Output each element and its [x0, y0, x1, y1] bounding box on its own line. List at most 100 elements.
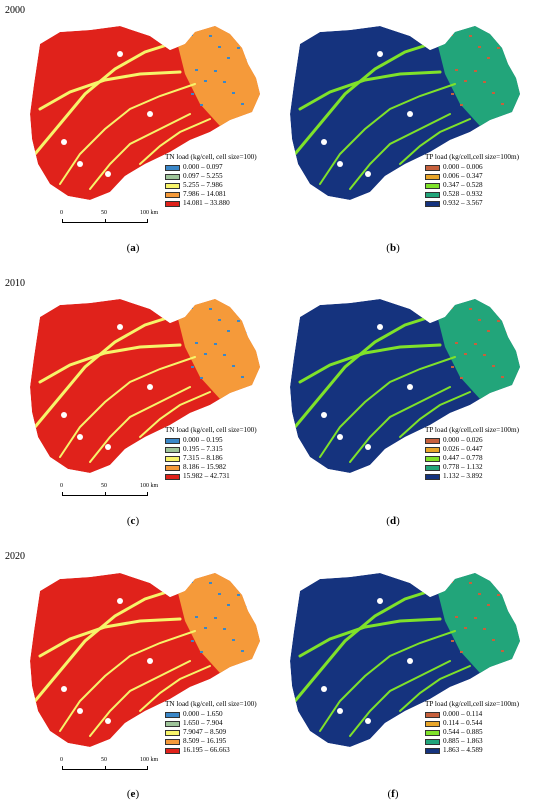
scale-label: 0 — [60, 757, 63, 763]
legend-label: 1.863 – 4.589 — [443, 746, 483, 755]
map-panel-f: TP load (kg/cell,cell size=100m) 0.000 – … — [280, 561, 530, 791]
legend-label: 0.447 – 0.778 — [443, 454, 483, 463]
low-load-cell — [214, 70, 217, 72]
river-channel — [349, 113, 451, 190]
no-data-patch — [61, 139, 67, 145]
low-load-cell — [218, 46, 221, 48]
no-data-patch — [147, 384, 153, 390]
low-load-cell — [464, 627, 467, 629]
scale-label: 50 — [101, 483, 107, 489]
no-data-patch — [321, 139, 327, 145]
map-panel-c: TN load (kg/cell, cell size=100) 0.000 – … — [20, 287, 270, 517]
panel-caption-e: (e) — [126, 788, 140, 800]
no-data-patch — [377, 324, 383, 330]
legend-swatch — [425, 446, 440, 453]
panel-caption-a: (a) — [126, 242, 140, 254]
legend-label: 8.509 – 16.195 — [183, 737, 227, 746]
legend-item: 1.132 – 3.892 — [425, 472, 519, 481]
legend-a: TN load (kg/cell, cell size=100) 0.000 – … — [165, 153, 257, 208]
no-data-patch — [321, 686, 327, 692]
low-load-cell — [209, 308, 212, 310]
low-load-cell — [190, 581, 193, 583]
low-load-cell — [241, 376, 244, 378]
legend-item: 7.9047 – 8.509 — [165, 728, 257, 737]
low-load-cell — [237, 594, 240, 596]
legend-swatch — [425, 164, 440, 171]
legend-swatch — [425, 738, 440, 745]
legend-label: 0.114 – 0.544 — [443, 719, 483, 728]
legend-swatch — [425, 747, 440, 754]
legend-item: 0.932 – 3.567 — [425, 199, 519, 208]
scale-bar: 0 50 100 km — [60, 210, 158, 224]
legend-item: 0.026 – 0.447 — [425, 445, 519, 454]
legend-label: 0.544 – 0.885 — [443, 728, 483, 737]
river-channel — [319, 83, 456, 185]
low-load-cell — [478, 319, 481, 321]
river-channel — [38, 70, 182, 111]
no-data-patch — [337, 434, 343, 440]
legend-item: 15.982 – 42.731 — [165, 472, 257, 481]
low-load-cell — [506, 605, 509, 607]
legend-label: 7.315 – 8.186 — [183, 454, 223, 463]
river-channel — [319, 630, 456, 732]
river-channel — [59, 83, 196, 185]
legend-swatch — [165, 446, 180, 453]
river-channel — [298, 617, 442, 658]
load-map-d — [290, 299, 520, 473]
no-data-patch — [117, 51, 123, 57]
river-channel — [89, 386, 191, 463]
no-data-patch — [407, 658, 413, 664]
low-load-cell — [191, 93, 194, 95]
low-load-cell — [506, 58, 509, 60]
legend-label: 1.132 – 3.892 — [443, 472, 483, 481]
no-data-patch — [337, 161, 343, 167]
scale-label: 50 — [101, 757, 107, 763]
river-channel — [38, 343, 182, 384]
no-data-patch — [337, 708, 343, 714]
year-label-2020: 2020 — [5, 551, 25, 562]
legend-title: TN load (kg/cell, cell size=100) — [165, 426, 257, 434]
no-data-patch — [147, 111, 153, 117]
low-load-cell — [450, 307, 453, 309]
legend-swatch — [165, 200, 180, 207]
no-data-patch — [105, 444, 111, 450]
scale-label: 0 — [60, 210, 63, 216]
scale-label: 100 km — [140, 757, 159, 763]
low-load-cell — [227, 330, 230, 332]
low-load-cell — [464, 353, 467, 355]
legend-item: 0.000 – 0.195 — [165, 436, 257, 445]
low-load-cell — [497, 594, 500, 596]
scale-label: 50 — [101, 210, 107, 216]
year-label-2010: 2010 — [5, 278, 25, 289]
legend-item: 0.000 – 0.114 — [425, 710, 519, 719]
low-load-cell — [232, 92, 235, 94]
low-load-cell — [227, 57, 230, 59]
low-load-cell — [451, 640, 454, 642]
legend-item: 7.986 – 14.081 — [165, 190, 257, 199]
legend-item: 0.447 – 0.778 — [425, 454, 519, 463]
legend-swatch — [165, 473, 180, 480]
low-load-cell — [191, 640, 194, 642]
legend-swatch — [425, 200, 440, 207]
low-load-cell — [214, 617, 217, 619]
river-channel — [139, 391, 211, 438]
low-load-cell — [451, 366, 454, 368]
low-load-cell — [232, 365, 235, 367]
no-data-patch — [105, 718, 111, 724]
legend-swatch — [425, 191, 440, 198]
legend-swatch — [165, 455, 180, 462]
no-data-patch — [117, 598, 123, 604]
legend-item: 0.528 – 0.932 — [425, 190, 519, 199]
low-load-cell — [218, 319, 221, 321]
legend-item: 0.195 – 7.315 — [165, 445, 257, 454]
river-channel — [298, 70, 442, 111]
legend-swatch — [425, 173, 440, 180]
low-load-cell — [209, 582, 212, 584]
year-label-2000: 2000 — [5, 5, 25, 16]
legend-item: 0.000 – 1.650 — [165, 710, 257, 719]
low-load-cell — [474, 343, 477, 345]
load-map-f — [290, 573, 520, 747]
map-panel-d: TP load (kg/cell,cell size=100m) 0.000 – … — [280, 287, 530, 517]
low-load-cell — [246, 331, 249, 333]
no-data-patch — [407, 384, 413, 390]
